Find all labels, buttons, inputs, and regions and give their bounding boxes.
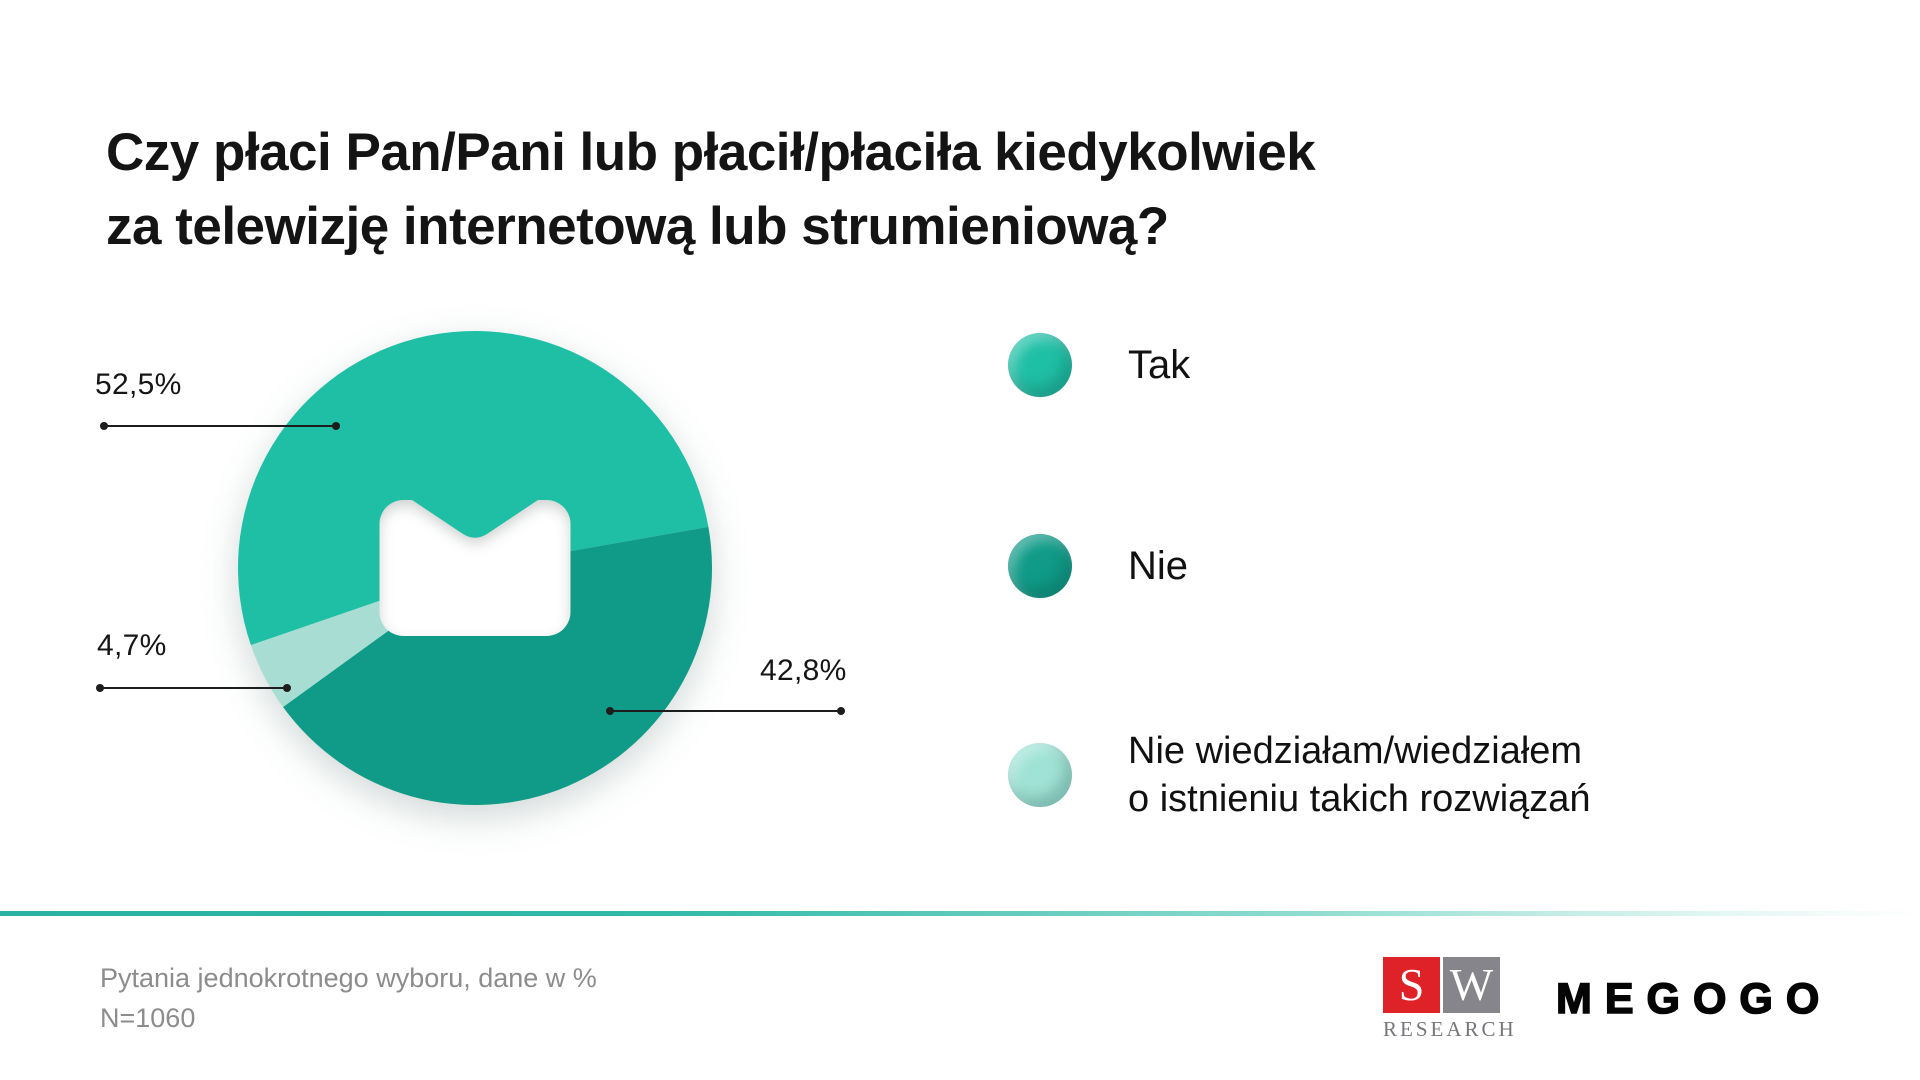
chart-title-line1: Czy płaci Pan/Pani lub płacił/płaciła ki… (106, 123, 1316, 182)
sw-logo-letter-s: S (1383, 957, 1440, 1013)
sw-research-squares: S W (1383, 957, 1503, 1013)
leader-line-tak (100, 422, 340, 430)
legend-item-tak: Tak (1008, 333, 1190, 397)
legend-item-nie: Nie (1008, 534, 1188, 598)
legend-label-tak: Tak (1128, 343, 1191, 387)
pie-chart (238, 331, 712, 806)
pie-slice-0 (238, 331, 709, 646)
pie-slice-1 (283, 526, 712, 806)
footer-note: Pytania jednokrotnego wyboru, dane w % N… (100, 958, 597, 1038)
callout-value-nie: 42,8% (760, 654, 847, 687)
footer-note-line1: Pytania jednokrotnego wyboru, dane w % (100, 963, 597, 993)
sw-logo-caption: RESEARCH (1383, 1017, 1517, 1041)
legend-label-niewiedza: Nie wiedziałam/wiedziałem o istnieniu ta… (1128, 730, 1591, 820)
megogo-logo-mark (379, 500, 571, 636)
leader-line-niewiedza (96, 684, 291, 692)
sw-research-logo: S W RESEARCH (1383, 957, 1517, 1042)
legend-item-niewiedza: Nie wiedziałam/wiedziałem o istnieniu ta… (1008, 727, 1591, 823)
sw-logo-letter-w: W (1443, 957, 1500, 1013)
chart-title: Czy płaci Pan/Pani lub płacił/płaciła ki… (106, 116, 1316, 264)
footer-separator-line (0, 911, 1920, 916)
legend-label-nie: Nie (1128, 544, 1189, 588)
megogo-wordmark: MEGOGO (1555, 974, 1833, 1024)
footer-note-line2: N=1060 (100, 1003, 196, 1033)
callout-value-tak: 52,5% (95, 368, 182, 401)
callout-value-niewiedza: 4,7% (97, 629, 167, 662)
chart-title-line2: za telewizję internetową lub strumieniow… (106, 197, 1169, 256)
legend-swatch-niewiedza (1008, 743, 1072, 807)
legend-swatch-tak (1008, 333, 1072, 397)
leader-line-nie (606, 707, 845, 715)
legend-swatch-nie (1008, 534, 1072, 598)
